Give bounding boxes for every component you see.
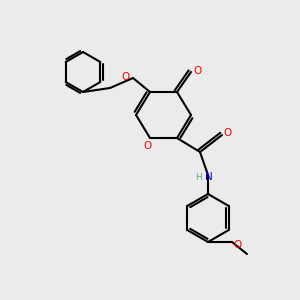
Text: O: O	[144, 141, 152, 151]
Text: O: O	[194, 66, 202, 76]
Text: O: O	[224, 128, 232, 138]
Text: N: N	[205, 172, 213, 182]
Text: O: O	[233, 240, 241, 250]
Text: O: O	[122, 72, 130, 82]
Text: H: H	[196, 173, 202, 182]
